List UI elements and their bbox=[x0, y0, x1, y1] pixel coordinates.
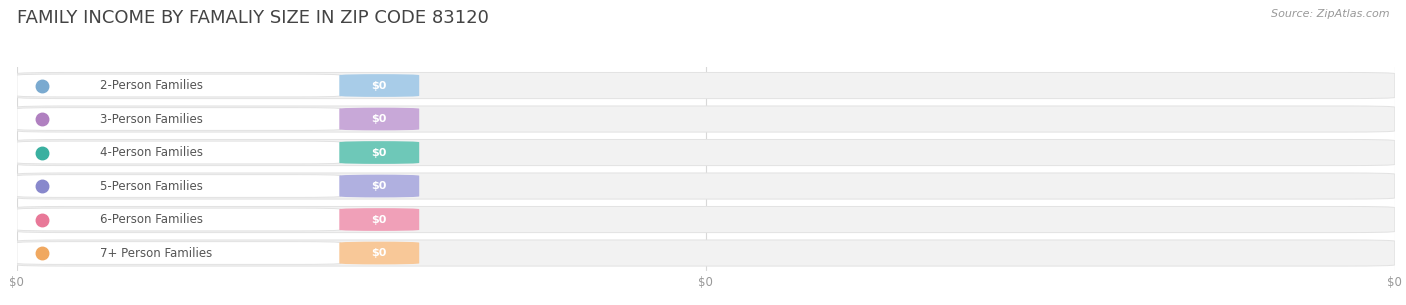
Text: 7+ Person Families: 7+ Person Families bbox=[100, 246, 212, 260]
FancyBboxPatch shape bbox=[17, 141, 340, 164]
Text: 6-Person Families: 6-Person Families bbox=[100, 213, 202, 226]
FancyBboxPatch shape bbox=[339, 242, 419, 264]
FancyBboxPatch shape bbox=[17, 139, 1395, 166]
Text: 2-Person Families: 2-Person Families bbox=[100, 79, 202, 92]
Text: 4-Person Families: 4-Person Families bbox=[100, 146, 202, 159]
Text: $0: $0 bbox=[371, 114, 387, 124]
FancyBboxPatch shape bbox=[339, 175, 419, 197]
FancyBboxPatch shape bbox=[17, 206, 1395, 233]
FancyBboxPatch shape bbox=[339, 74, 419, 97]
FancyBboxPatch shape bbox=[17, 240, 1395, 266]
Text: 5-Person Families: 5-Person Families bbox=[100, 180, 202, 192]
Text: $0: $0 bbox=[371, 181, 387, 191]
Text: $0: $0 bbox=[371, 148, 387, 157]
FancyBboxPatch shape bbox=[339, 108, 419, 131]
Text: 3-Person Families: 3-Person Families bbox=[100, 113, 202, 126]
Text: $0: $0 bbox=[371, 81, 387, 91]
FancyBboxPatch shape bbox=[339, 141, 419, 164]
FancyBboxPatch shape bbox=[17, 242, 340, 264]
FancyBboxPatch shape bbox=[17, 208, 340, 231]
FancyBboxPatch shape bbox=[17, 108, 340, 131]
FancyBboxPatch shape bbox=[17, 175, 340, 197]
FancyBboxPatch shape bbox=[339, 208, 419, 231]
FancyBboxPatch shape bbox=[17, 106, 1395, 132]
FancyBboxPatch shape bbox=[17, 173, 1395, 199]
FancyBboxPatch shape bbox=[17, 74, 340, 97]
Text: FAMILY INCOME BY FAMALIY SIZE IN ZIP CODE 83120: FAMILY INCOME BY FAMALIY SIZE IN ZIP COD… bbox=[17, 9, 489, 27]
FancyBboxPatch shape bbox=[17, 73, 1395, 99]
Text: $0: $0 bbox=[371, 248, 387, 258]
Text: $0: $0 bbox=[371, 214, 387, 224]
Text: Source: ZipAtlas.com: Source: ZipAtlas.com bbox=[1271, 9, 1389, 19]
